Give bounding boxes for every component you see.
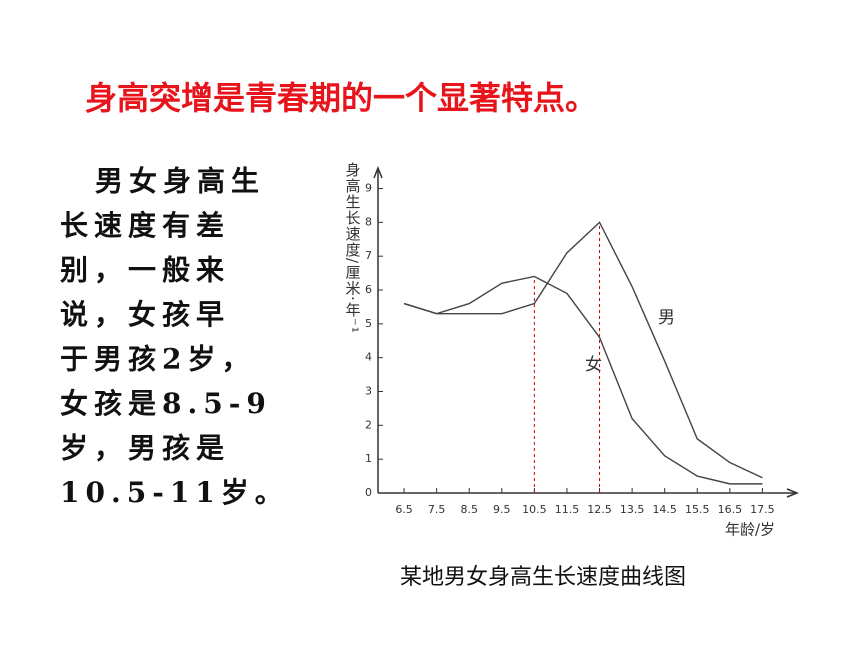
y-tick-label: 0 xyxy=(365,486,372,499)
x-tick-label: 12.5 xyxy=(587,503,612,516)
body-line: 女孩是8.5-9 xyxy=(60,387,272,420)
series-line xyxy=(403,275,763,485)
x-tick-label: 6.5 xyxy=(395,503,413,516)
x-tick-label: 11.5 xyxy=(555,503,580,516)
x-tick-label: 17.5 xyxy=(750,503,775,516)
body-line: 长速度有差 xyxy=(60,209,230,242)
y-tick-label: 7 xyxy=(365,249,372,262)
body-line: 于男孩2岁， xyxy=(60,343,255,376)
series-line xyxy=(403,221,763,479)
body-line: 男女身高生 xyxy=(95,165,265,198)
y-tick-label: 2 xyxy=(365,418,372,431)
y-axis-label: 身高生长速度/厘米·年⁻¹ xyxy=(344,162,362,334)
x-tick-label: 14.5 xyxy=(652,503,677,516)
y-tick-label: 6 xyxy=(365,283,372,296)
x-tick-label: 7.5 xyxy=(428,503,446,516)
series-label: 男 xyxy=(658,308,675,328)
body-line: 10.5-11岁。 xyxy=(60,476,289,509)
body-line: 别，一般来 xyxy=(60,254,230,287)
x-tick-label: 13.5 xyxy=(620,503,645,516)
x-axis-label: 年龄/岁 xyxy=(725,521,775,539)
y-tick-label: 3 xyxy=(365,385,372,398)
y-tick-label: 1 xyxy=(365,452,372,465)
y-tick-label: 4 xyxy=(365,351,372,364)
series-label: 女 xyxy=(585,355,602,375)
x-tick-label: 9.5 xyxy=(493,503,511,516)
x-tick-label: 15.5 xyxy=(685,503,710,516)
y-axis-arrow xyxy=(373,165,383,179)
slide-title: 身高突增是青春期的一个显著特点。 xyxy=(85,79,597,117)
caption: 某地男女身高生长速度曲线图 xyxy=(400,565,686,590)
x-tick-label: 16.5 xyxy=(718,503,743,516)
x-tick-label: 10.5 xyxy=(522,503,547,516)
x-tick-label: 8.5 xyxy=(460,503,478,516)
x-axis-arrow xyxy=(786,488,800,498)
body-line: 说，女孩早 xyxy=(60,298,230,331)
chart: 0 1 2 3 4 5 6 7 8 9 6.5 7.5 8.5 9.5 10.5 11.5 12.5 13.5 14… xyxy=(344,162,800,539)
y-tick-label: 9 xyxy=(365,182,372,195)
y-tick-label: 5 xyxy=(365,317,372,330)
body-line: 岁，男孩是 xyxy=(60,432,230,465)
y-tick-label: 8 xyxy=(365,215,372,228)
